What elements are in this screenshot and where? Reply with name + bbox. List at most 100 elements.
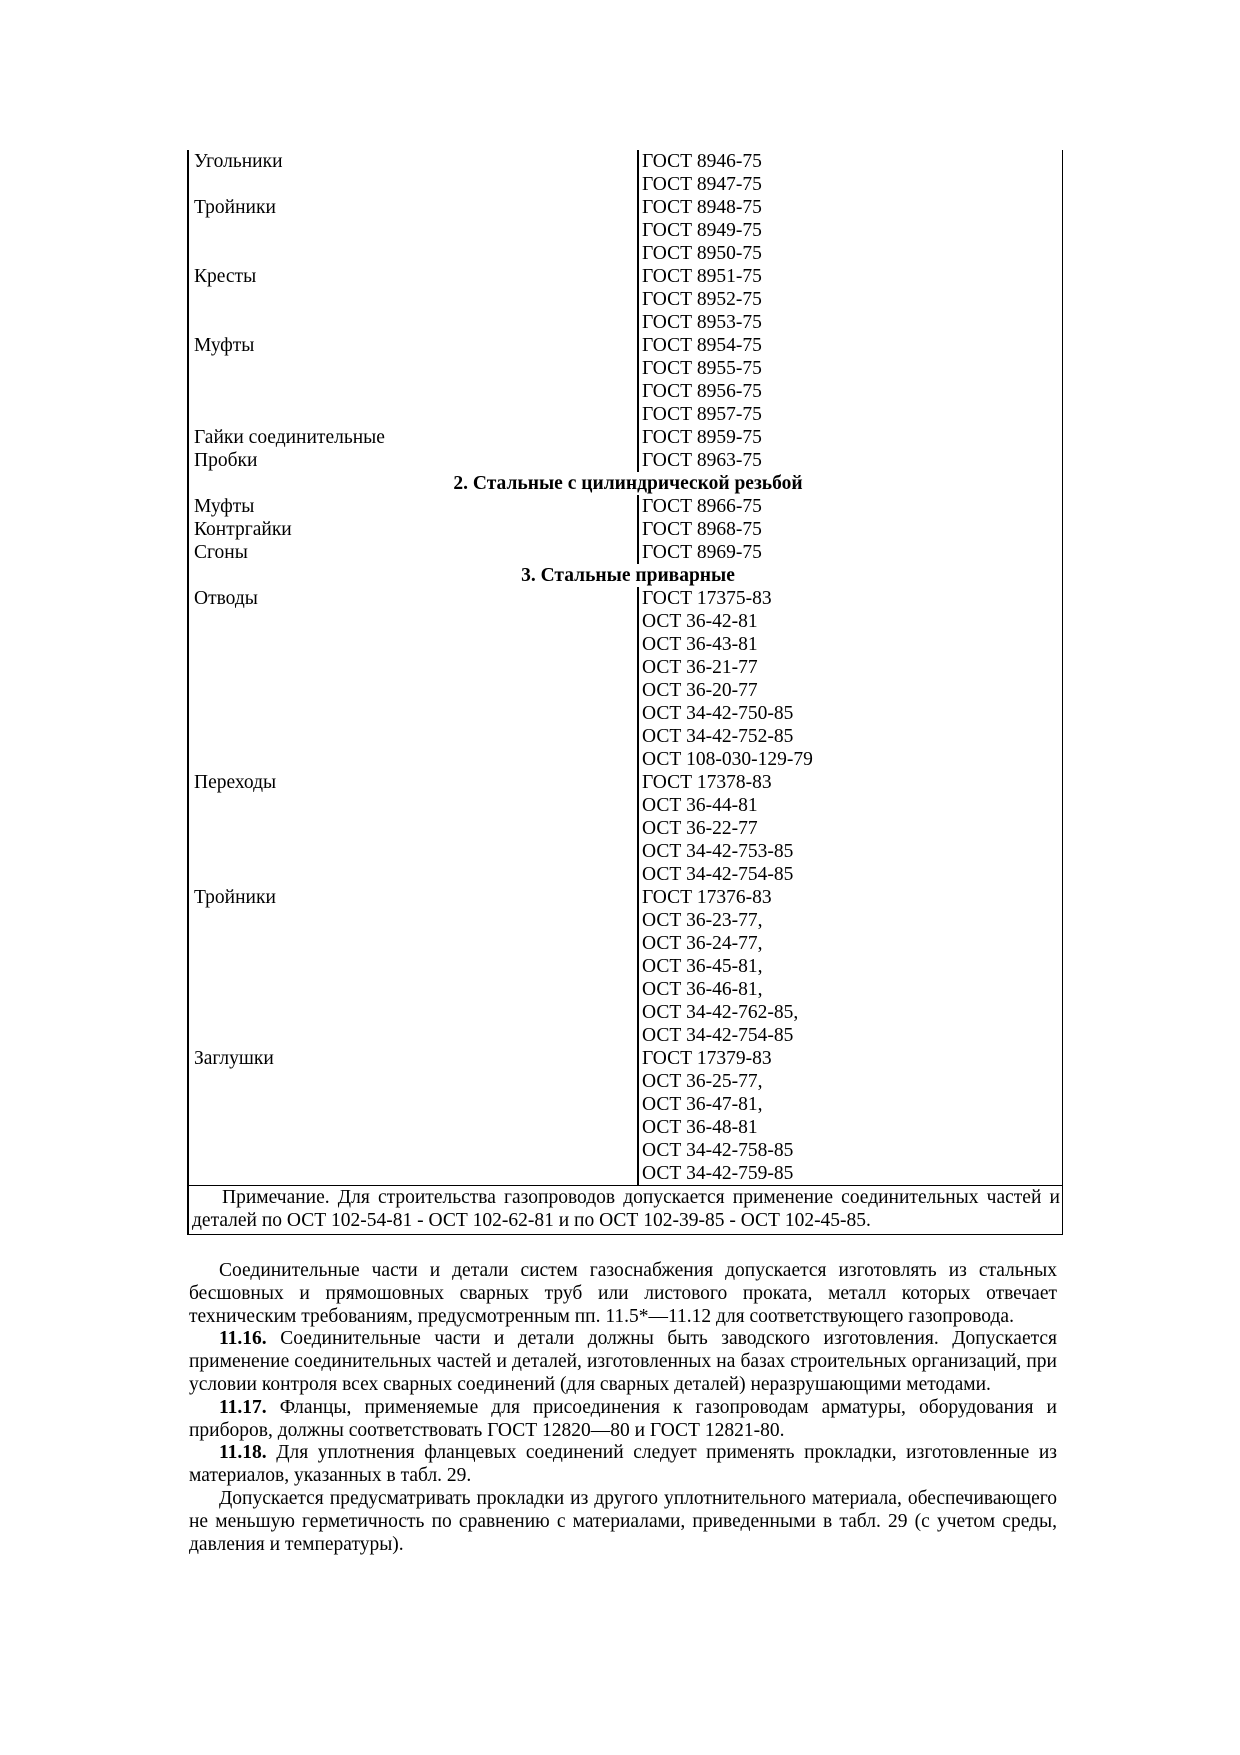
part-name-cell xyxy=(187,357,638,380)
part-name-cell: Переходы xyxy=(187,771,638,794)
part-name-cell xyxy=(187,702,638,725)
table-row: ОСТ 34-42-758-85 xyxy=(187,1139,1063,1162)
table-row: ГОСТ 8952-75 xyxy=(187,288,1063,311)
table-row: ОСТ 36-23-77, xyxy=(187,909,1063,932)
part-name-cell: Контргайки xyxy=(187,518,638,541)
part-name-cell xyxy=(187,1139,638,1162)
standard-cell: ОСТ 36-24-77, xyxy=(637,932,1063,955)
paragraph-text: Для уплотнения фланцевых соединений след… xyxy=(189,1442,1057,1487)
table-note: Примечание. Для строительства газопровод… xyxy=(187,1185,1063,1235)
table-row: ОСТ 36-22-77 xyxy=(187,817,1063,840)
part-name-cell: Тройники xyxy=(187,886,638,909)
table-row: ОСТ 34-42-752-85 xyxy=(187,725,1063,748)
table-row: ОСТ 36-43-81 xyxy=(187,633,1063,656)
part-name-cell: Тройники xyxy=(187,196,638,219)
standard-cell: ГОСТ 17378-83 xyxy=(637,771,1063,794)
standard-cell: ОСТ 34-42-752-85 xyxy=(637,725,1063,748)
standard-cell: ОСТ 36-47-81, xyxy=(637,1093,1063,1116)
part-name-cell xyxy=(187,978,638,1001)
table-row: Пробки ГОСТ 8963-75 xyxy=(187,449,1063,472)
standard-cell: ОСТ 34-42-754-85 xyxy=(637,863,1063,886)
standard-cell: ОСТ 36-20-77 xyxy=(637,679,1063,702)
table-row: ГОСТ 8947-75 xyxy=(187,173,1063,196)
table-row: ОСТ 34-42-759-85 xyxy=(187,1162,1063,1186)
standard-cell: ГОСТ 8956-75 xyxy=(637,380,1063,403)
part-name-cell: Пробки xyxy=(187,449,638,472)
part-name-cell xyxy=(187,794,638,817)
standard-cell: ОСТ 36-45-81, xyxy=(637,955,1063,978)
table-row: ОСТ 36-24-77, xyxy=(187,932,1063,955)
part-name-cell xyxy=(187,1024,638,1047)
standard-cell: ОСТ 36-48-81 xyxy=(637,1116,1063,1139)
standard-cell: ГОСТ 8959-75 xyxy=(637,426,1063,449)
standard-cell: ГОСТ 8950-75 xyxy=(637,242,1063,265)
part-name-cell xyxy=(187,1116,638,1139)
standard-cell: ГОСТ 8948-75 xyxy=(637,196,1063,219)
part-name-cell: Угольники xyxy=(187,150,638,173)
clause-number: 11.17. xyxy=(219,1396,267,1418)
part-name-cell xyxy=(187,219,638,242)
table-note-row: Примечание. Для строительства газопровод… xyxy=(187,1185,1063,1235)
standard-cell: ОСТ 36-46-81, xyxy=(637,978,1063,1001)
standard-cell: ГОСТ 17379-83 xyxy=(637,1047,1063,1070)
part-name-cell xyxy=(187,955,638,978)
table-row: ОСТ 36-21-77 xyxy=(187,656,1063,679)
table-row: Угольники ГОСТ 8946-75 xyxy=(187,150,1063,173)
table-row: ОСТ 36-45-81, xyxy=(187,955,1063,978)
standard-cell: ОСТ 36-22-77 xyxy=(637,817,1063,840)
standard-cell: ОСТ 36-23-77, xyxy=(637,909,1063,932)
part-name-cell: Сгоны xyxy=(187,541,638,564)
part-name-cell xyxy=(187,1093,638,1116)
standard-cell: ГОСТ 8953-75 xyxy=(637,311,1063,334)
table-row: ОСТ 36-44-81 xyxy=(187,794,1063,817)
standard-cell: ГОСТ 8954-75 xyxy=(637,334,1063,357)
section-header-row: 3. Стальные приварные xyxy=(187,564,1063,587)
standard-cell: ГОСТ 8951-75 xyxy=(637,265,1063,288)
standard-cell: ГОСТ 8946-75 xyxy=(637,150,1063,173)
part-name-cell: Заглушки xyxy=(187,1047,638,1070)
table-row: ОСТ 36-46-81, xyxy=(187,978,1063,1001)
part-name-cell: Отводы xyxy=(187,587,638,610)
table-row: Заглушки ГОСТ 17379-83 xyxy=(187,1047,1063,1070)
part-name-cell: Гайки соединительные xyxy=(187,426,638,449)
part-name-cell xyxy=(187,909,638,932)
table-row: ОСТ 34-42-754-85 xyxy=(187,863,1063,886)
part-name-cell xyxy=(187,725,638,748)
table-row: Тройники ГОСТ 17376-83 xyxy=(187,886,1063,909)
table-row: ГОСТ 8950-75 xyxy=(187,242,1063,265)
standard-cell: ГОСТ 17376-83 xyxy=(637,886,1063,909)
standard-cell: ГОСТ 8963-75 xyxy=(637,449,1063,472)
standard-cell: ГОСТ 8969-75 xyxy=(637,541,1063,564)
part-name-cell xyxy=(187,817,638,840)
standard-cell: ГОСТ 8968-75 xyxy=(637,518,1063,541)
table-row: Муфты ГОСТ 8966-75 xyxy=(187,495,1063,518)
standard-cell: ОСТ 34-42-753-85 xyxy=(637,840,1063,863)
table-row: Кресты ГОСТ 8951-75 xyxy=(187,265,1063,288)
part-name-cell: Муфты xyxy=(187,334,638,357)
table-row: ГОСТ 8956-75 xyxy=(187,380,1063,403)
table-row: Муфты ГОСТ 8954-75 xyxy=(187,334,1063,357)
standard-cell: ГОСТ 8952-75 xyxy=(637,288,1063,311)
standard-cell: ГОСТ 8957-75 xyxy=(637,403,1063,426)
table-row: ОСТ 34-42-750-85 xyxy=(187,702,1063,725)
standard-cell: ОСТ 36-43-81 xyxy=(637,633,1063,656)
standards-table: Угольники ГОСТ 8946-75 ГОСТ 8947-75 Тройник… xyxy=(187,150,1063,1235)
part-name-cell xyxy=(187,1162,638,1186)
table-row: ГОСТ 8955-75 xyxy=(187,357,1063,380)
part-name-cell xyxy=(187,863,638,886)
table-row: Сгоны ГОСТ 8969-75 xyxy=(187,541,1063,564)
standard-cell: ОСТ 36-25-77, xyxy=(637,1070,1063,1093)
standard-cell: ОСТ 34-42-758-85 xyxy=(637,1139,1063,1162)
clause-number: 11.16. xyxy=(219,1328,267,1350)
standard-cell: ГОСТ 8949-75 xyxy=(637,219,1063,242)
table-row: ОСТ 36-25-77, xyxy=(187,1070,1063,1093)
table-row: ГОСТ 8953-75 xyxy=(187,311,1063,334)
section-title: 3. Стальные приварные xyxy=(187,564,1063,587)
table-row: ОСТ 36-48-81 xyxy=(187,1116,1063,1139)
part-name-cell xyxy=(187,173,638,196)
clause-number: 11.18. xyxy=(219,1442,267,1464)
table-row: Отводы ГОСТ 17375-83 xyxy=(187,587,1063,610)
paragraph: Допускается предусматривать прокладки из… xyxy=(189,1488,1057,1556)
table-row: ОСТ 34-42-753-85 xyxy=(187,840,1063,863)
part-name-cell xyxy=(187,242,638,265)
